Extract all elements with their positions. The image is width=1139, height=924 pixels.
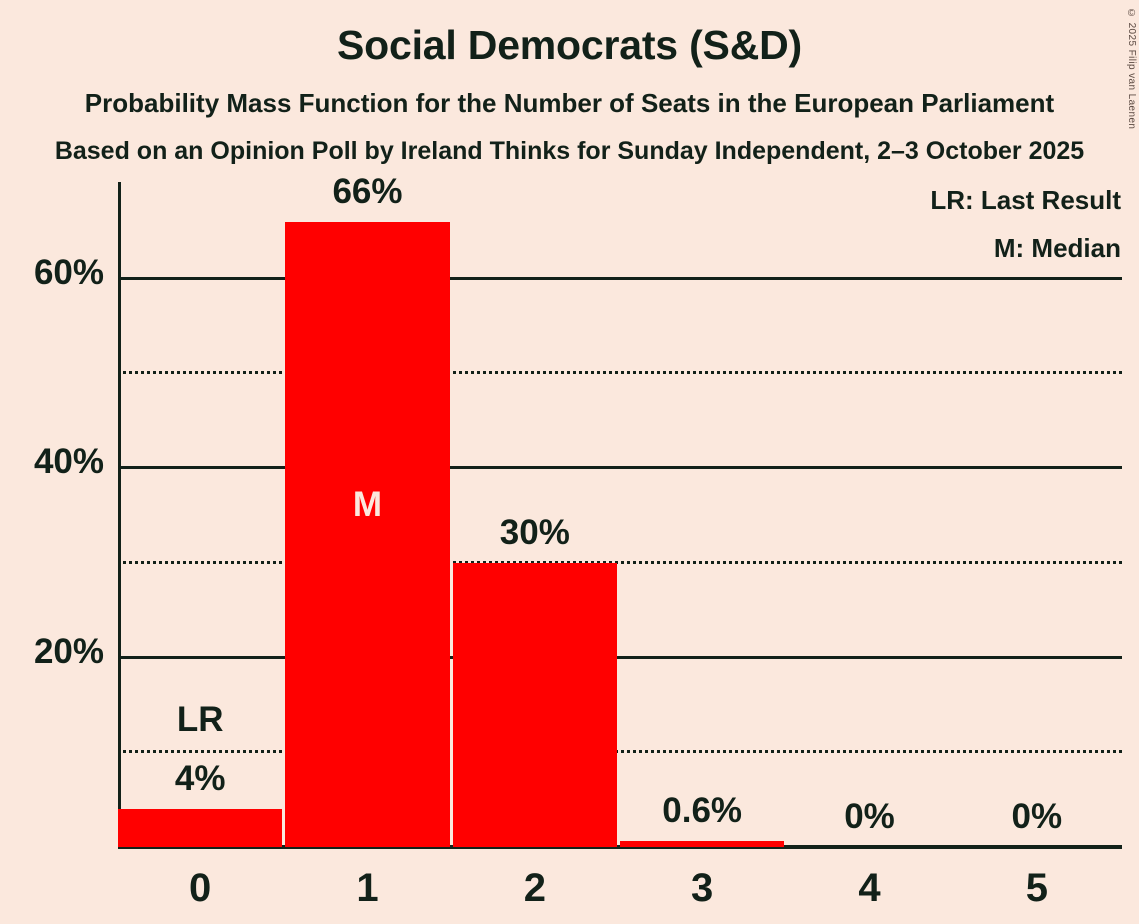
- gridline-30: [118, 560, 1122, 564]
- y-axis-line: [118, 182, 121, 849]
- bar-2: [452, 562, 617, 847]
- bar-value-label-3: 0.6%: [662, 791, 743, 831]
- bar-value-label-1: 66%: [332, 171, 403, 211]
- bar-1: [285, 221, 450, 847]
- y-axis-tick-label: 40%: [33, 442, 104, 482]
- x-axis-tick-label-5: 5: [1025, 866, 1048, 910]
- legend-last-result: LR: Last Result: [930, 185, 1121, 215]
- x-axis-line: [118, 845, 1122, 849]
- gridline-20: [118, 655, 1122, 659]
- x-axis-tick-label-2: 2: [523, 866, 546, 910]
- gridline-10: [118, 750, 1122, 754]
- bar-3: [620, 841, 785, 847]
- last-result-marker-0: LR: [176, 700, 224, 740]
- x-axis-tick-label-1: 1: [356, 866, 379, 910]
- median-marker-1: M: [352, 485, 383, 525]
- y-axis-tick-label: 60%: [33, 252, 104, 292]
- chart-subtitle: Probability Mass Function for the Number…: [84, 88, 1055, 118]
- page-title: Social Democrats (S&D): [337, 22, 802, 68]
- bar-value-label-0: 4%: [174, 759, 226, 799]
- x-axis-tick-label-3: 3: [691, 866, 714, 910]
- bar-value-label-5: 0%: [1011, 797, 1063, 836]
- bar-0: [118, 809, 283, 847]
- x-axis-tick-label-4: 4: [858, 866, 881, 910]
- gridline-40: [118, 466, 1122, 470]
- copyright-notice: © 2025 Filip van Laenen: [1126, 8, 1137, 130]
- legend-median: M: Median: [993, 233, 1121, 263]
- bar-value-label-2: 30%: [499, 512, 570, 552]
- bar-value-label-4: 0%: [844, 797, 895, 836]
- x-axis-tick-label-0: 0: [189, 866, 212, 910]
- chart-source-line: Based on an Opinion Poll by Ireland Thin…: [54, 137, 1085, 165]
- y-axis-tick-label: 20%: [33, 631, 104, 671]
- plot-area: [118, 182, 1122, 847]
- gridline-60: [118, 276, 1122, 280]
- gridline-50: [118, 371, 1122, 375]
